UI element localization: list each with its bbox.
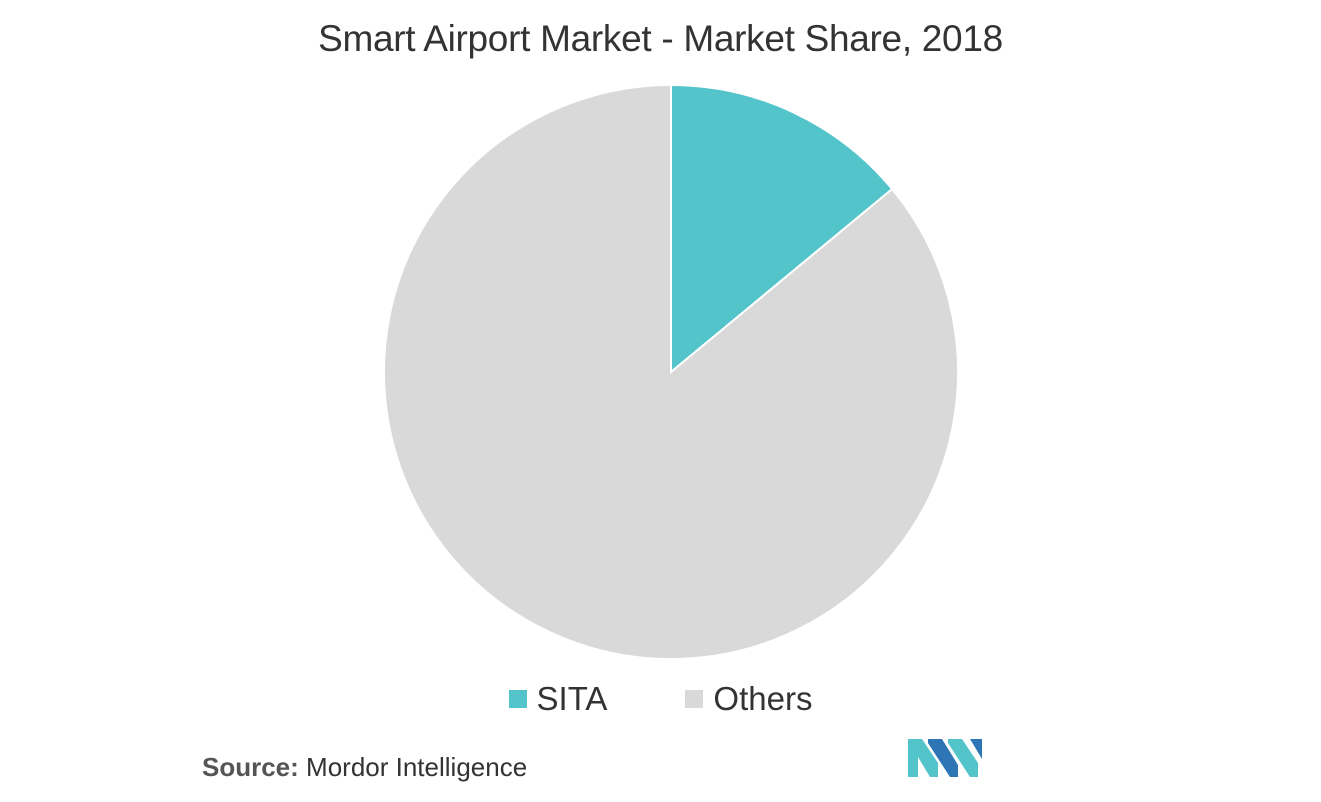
chart-legend: SITA Others <box>0 680 1321 718</box>
legend-item-others: Others <box>685 680 812 718</box>
legend-item-sita: SITA <box>508 680 608 718</box>
source-note: Source: Mordor Intelligence <box>202 752 527 783</box>
legend-label-sita: SITA <box>536 680 608 717</box>
legend-label-others: Others <box>713 680 813 717</box>
chart-title: Smart Airport Market - Market Share, 201… <box>318 18 1003 59</box>
mordor-intelligence-logo-icon <box>908 739 982 777</box>
pie-slice-others <box>383 83 959 660</box>
source-label: Source: <box>202 752 299 782</box>
legend-swatch-others <box>685 690 704 708</box>
legend-swatch-sita <box>508 690 527 708</box>
source-text: Mordor Intelligence <box>306 752 528 782</box>
pie-slices <box>383 83 959 660</box>
pie-slice-sita <box>670 83 894 375</box>
